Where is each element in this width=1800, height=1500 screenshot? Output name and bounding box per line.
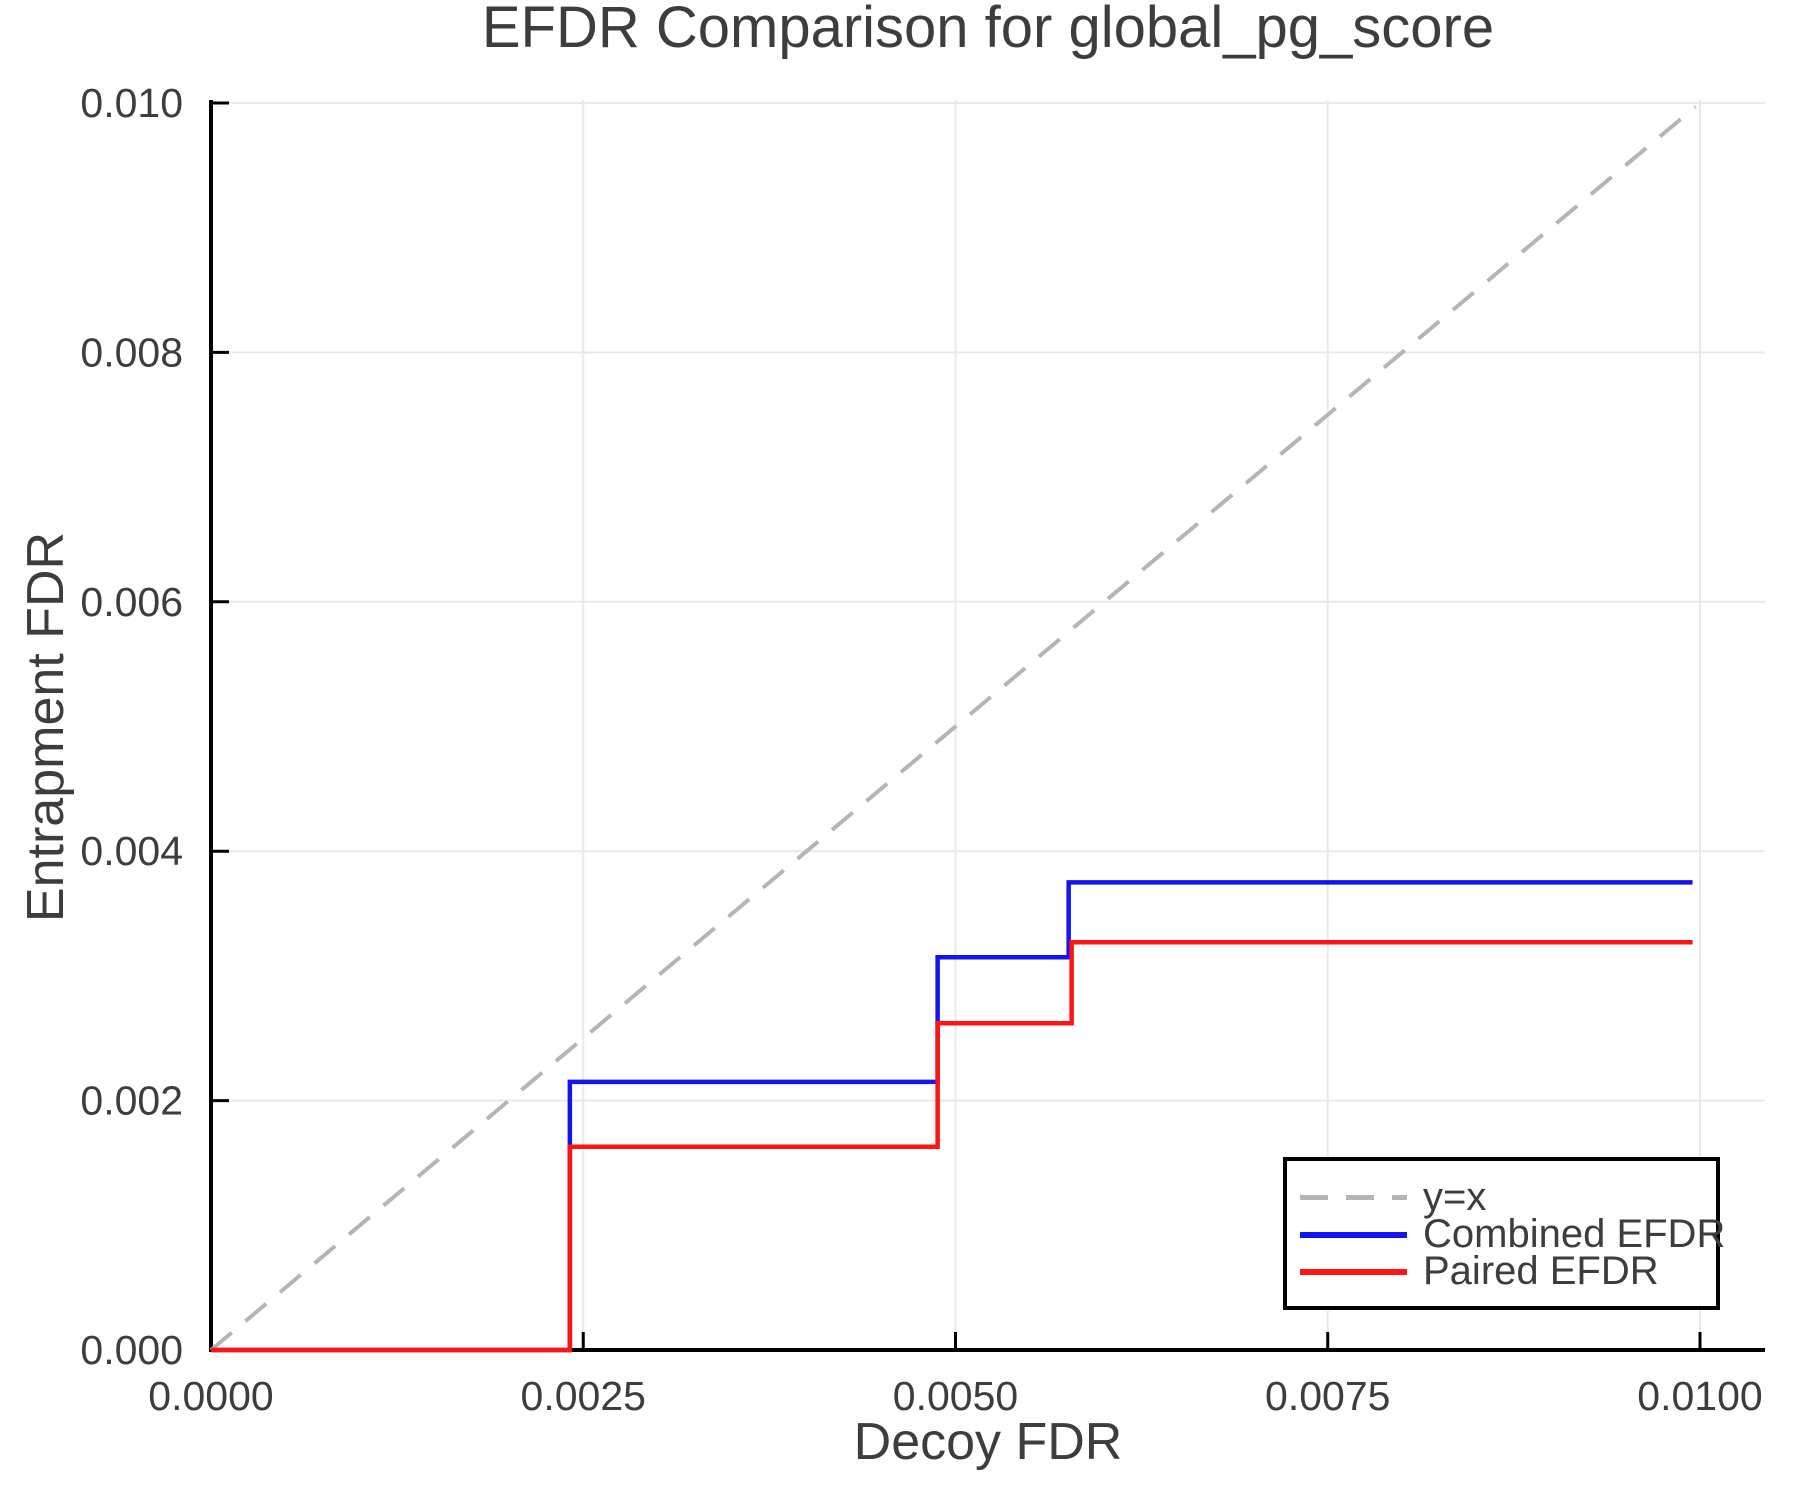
legend: y=x Combined EFDR Paired EFDR <box>1283 1157 1725 1310</box>
series-paired-efdr <box>211 939 1693 1353</box>
legend-label-paired-efdr: Paired EFDR <box>1423 1249 1659 1293</box>
x-tick-label: 0.0075 <box>1265 1373 1390 1419</box>
y-tick-label: 0.008 <box>80 329 183 375</box>
legend-entry-identity: y=x <box>1287 1175 1716 1219</box>
y-tick-label: 0.006 <box>80 579 183 625</box>
chart-title: EFDR Comparison for global_pg_score <box>481 0 1495 60</box>
x-tick-label: 0.0025 <box>521 1373 646 1419</box>
combined-efdr-line-sample <box>1300 1231 1407 1238</box>
legend-entry-paired-efdr: Paired EFDR <box>1287 1249 1716 1293</box>
paired-efdr-line-sample <box>1300 1268 1407 1275</box>
y-tick-label: 0.002 <box>80 1078 183 1124</box>
legend-label-identity: y=x <box>1423 1175 1487 1219</box>
x-tick-label: 0.0050 <box>893 1373 1018 1419</box>
y-axis-label: Entrapment FDR <box>17 531 75 923</box>
y-tick-label: 0.010 <box>80 80 183 126</box>
x-tick-label: 0.0100 <box>1637 1373 1762 1419</box>
y-tick-label: 0.004 <box>80 828 183 874</box>
legend-entry-combined-efdr: Combined EFDR <box>1287 1212 1725 1256</box>
y-tick-label: 0.000 <box>80 1327 183 1373</box>
series-identity <box>209 105 1697 1352</box>
x-axis-label: Decoy FDR <box>853 1413 1123 1471</box>
x-tick-label: 0.0000 <box>148 1373 273 1419</box>
legend-label-combined-efdr: Combined EFDR <box>1423 1212 1726 1256</box>
identity-line-sample <box>1300 1195 1407 1200</box>
